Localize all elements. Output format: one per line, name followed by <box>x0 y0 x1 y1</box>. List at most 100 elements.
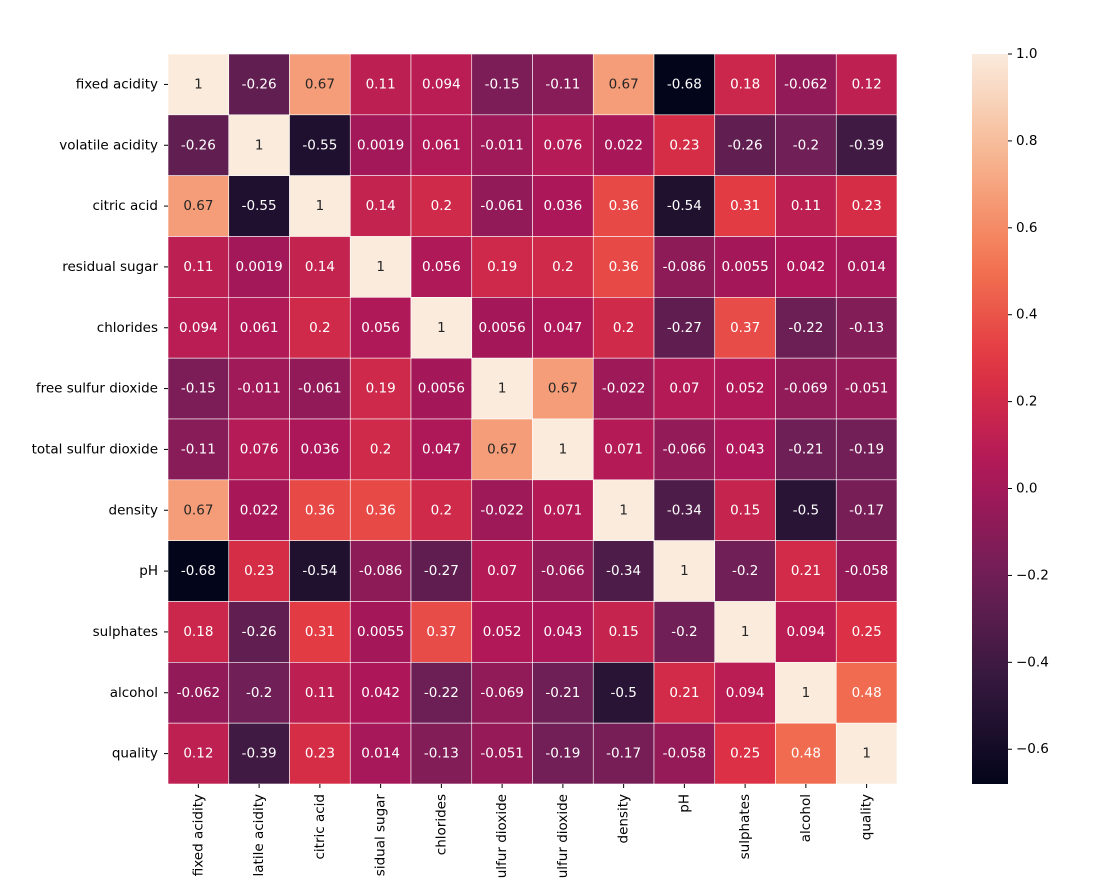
cell-annotation: 0.18 <box>183 624 213 640</box>
heatmap-cell <box>532 722 594 785</box>
heatmap-cell <box>349 236 412 298</box>
cell-annotation: 0.036 <box>544 198 583 214</box>
cell-annotation: 0.11 <box>183 259 213 275</box>
cell-annotation: 0.15 <box>609 624 639 640</box>
heatmap-cell <box>714 53 776 116</box>
cell-annotation: 0.014 <box>361 746 400 762</box>
cell-annotation: 0.11 <box>791 198 821 214</box>
cell-annotation: 0.23 <box>669 137 699 153</box>
heatmap-cell <box>228 601 290 663</box>
cell-annotation: -0.011 <box>237 381 281 397</box>
cell-annotation: -0.069 <box>480 685 524 701</box>
colorbar-tick-label: −0.2 <box>1016 567 1049 583</box>
heatmap-cell <box>592 357 655 420</box>
cell-annotation: 0.0019 <box>357 137 404 153</box>
cell-annotation: 0.071 <box>544 502 583 518</box>
heatmap-cell <box>653 297 716 359</box>
cell-annotation: 0.2 <box>431 502 452 518</box>
cell-annotation: 0.23 <box>244 563 274 579</box>
cell-annotation: -0.11 <box>181 441 216 457</box>
cell-annotation: 0.0056 <box>479 320 526 336</box>
cell-annotation: -0.26 <box>728 137 763 153</box>
heatmap-cell <box>653 722 716 785</box>
heatmap-cell <box>775 297 837 359</box>
cell-annotation: 0.67 <box>183 198 213 214</box>
cell-annotation: 0.19 <box>366 381 396 397</box>
heatmap-cell <box>532 540 594 602</box>
heatmap-cell <box>349 114 412 176</box>
heatmap-cell <box>471 662 533 724</box>
heatmap-cell <box>653 114 716 176</box>
cell-annotation: 0.07 <box>669 381 699 397</box>
cell-annotation: 0.094 <box>787 624 826 640</box>
cell-annotation: 0.11 <box>366 76 396 92</box>
heatmap-cell <box>410 114 473 176</box>
cell-annotation: 0.056 <box>361 320 400 336</box>
cell-annotation: -0.069 <box>784 381 828 397</box>
cell-annotation: 0.67 <box>183 502 213 518</box>
heatmap-cell <box>228 236 290 298</box>
heatmap-cell <box>471 357 533 420</box>
cell-annotation: 0.37 <box>730 320 760 336</box>
cell-annotation: -0.27 <box>424 563 459 579</box>
cell-annotation: -0.2 <box>671 624 697 640</box>
cell-annotation: 1 <box>680 563 689 579</box>
cell-annotation: 0.15 <box>730 502 760 518</box>
cell-annotation: 0.042 <box>787 259 826 275</box>
y-tick-label: citric acid <box>93 198 159 214</box>
colorbar-tick-label: −0.6 <box>1016 741 1049 757</box>
heatmap-cell <box>349 479 412 541</box>
colorbar-tick-label: 0.6 <box>1016 220 1037 236</box>
heatmap-cell <box>653 357 716 420</box>
heatmap-cell <box>228 662 290 724</box>
cell-annotation: 0.042 <box>361 685 400 701</box>
heatmap-cell <box>228 479 290 541</box>
y-tick-label: quality <box>112 746 158 762</box>
heatmap-cell <box>167 418 230 481</box>
cell-annotation: 0.052 <box>726 381 765 397</box>
heatmap-cell <box>592 601 655 663</box>
heatmap-cell <box>835 540 898 602</box>
cell-annotation: 0.31 <box>305 624 335 640</box>
cell-annotation: -0.062 <box>784 76 828 92</box>
heatmap-cell <box>835 601 898 663</box>
heatmap-cell <box>289 175 351 237</box>
cell-annotation: 0.047 <box>544 320 583 336</box>
cell-annotation: 1 <box>802 685 811 701</box>
heatmap-cell <box>471 114 533 176</box>
x-tick-label: chlorides <box>433 794 449 855</box>
x-tick-label: citric acid <box>312 794 328 860</box>
heatmap-cell <box>349 540 412 602</box>
cell-annotation: 0.14 <box>366 198 396 214</box>
heatmap-annotations: 1 -0.26 0.67 0.11 0.094 -0.15 -0.11 0.67 -0.68 0.… <box>177 76 889 761</box>
heatmap-cell <box>349 357 412 420</box>
cell-annotation: 1 <box>194 76 203 92</box>
heatmap-cell <box>349 53 412 116</box>
cell-annotation: 0.48 <box>852 685 882 701</box>
heatmap-cell <box>167 114 230 176</box>
heatmap-cell <box>167 479 230 541</box>
cell-annotation: 0.21 <box>791 563 821 579</box>
heatmap-cell <box>835 479 898 541</box>
cell-annotation: 0.0055 <box>722 259 769 275</box>
x-tick-label: alcohol <box>798 794 814 842</box>
y-tick-label: alcohol <box>110 685 158 701</box>
cell-annotation: -0.061 <box>298 381 342 397</box>
cell-annotation: 0.12 <box>852 76 882 92</box>
heatmap-cell <box>471 540 533 602</box>
cell-annotation: 0.37 <box>426 624 456 640</box>
cell-annotation: 0.061 <box>422 137 461 153</box>
heatmap-cell <box>532 357 594 420</box>
cell-annotation: 0.0055 <box>357 624 404 640</box>
heatmap-cell <box>592 297 655 359</box>
cell-annotation: -0.2 <box>246 685 272 701</box>
cell-annotation: 0.2 <box>309 320 330 336</box>
cell-annotation: -0.086 <box>359 563 403 579</box>
x-tick-label: sidual sugar <box>373 794 389 877</box>
heatmap-cell <box>835 236 898 298</box>
cell-annotation: -0.2 <box>732 563 758 579</box>
heatmap-cell <box>471 236 533 298</box>
cell-annotation: -0.68 <box>667 76 702 92</box>
heatmap-cell <box>471 53 533 116</box>
cell-annotation: -0.058 <box>845 563 889 579</box>
